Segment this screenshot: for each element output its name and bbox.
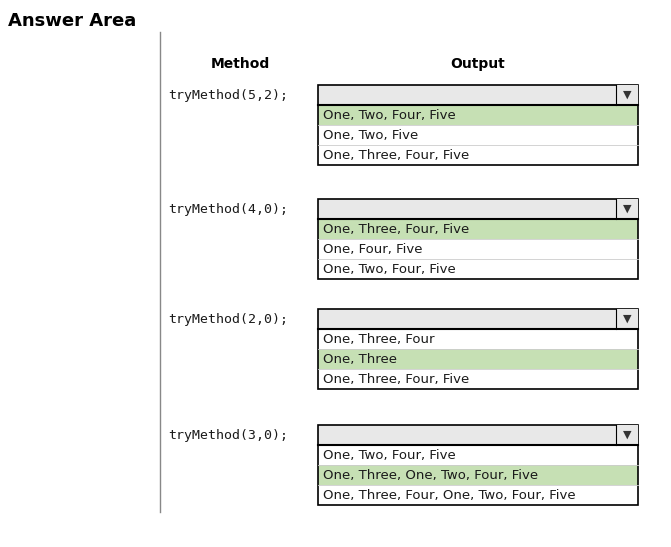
Bar (318, 85, 638, 105)
Bar (318, 329, 638, 349)
Text: Method: Method (211, 57, 270, 71)
Bar (318, 369, 638, 389)
Bar (318, 105, 638, 165)
Text: Answer Area: Answer Area (8, 12, 136, 30)
Bar (318, 125, 638, 145)
Text: ▼: ▼ (623, 204, 631, 214)
Text: One, Four, Five: One, Four, Five (323, 242, 423, 255)
Text: tryMethod(2,0);: tryMethod(2,0); (168, 312, 288, 325)
Text: One, Two, Four, Five: One, Two, Four, Five (323, 263, 456, 276)
Bar (318, 465, 638, 485)
Bar (318, 485, 638, 505)
Text: tryMethod(5,2);: tryMethod(5,2); (168, 89, 288, 102)
Text: One, Three, Four, Five: One, Three, Four, Five (323, 373, 469, 386)
Bar (318, 309, 638, 329)
Text: One, Two, Four, Five: One, Two, Four, Five (323, 449, 456, 462)
Bar (318, 105, 638, 125)
Text: One, Three, Four, One, Two, Four, Five: One, Three, Four, One, Two, Four, Five (323, 488, 576, 502)
Bar (318, 349, 638, 369)
Bar (318, 145, 638, 165)
Text: ▼: ▼ (623, 90, 631, 100)
Bar (318, 259, 638, 279)
Text: tryMethod(4,0);: tryMethod(4,0); (168, 202, 288, 216)
Bar (318, 445, 638, 505)
Bar (616, 425, 638, 445)
Bar (616, 199, 638, 219)
Bar (616, 85, 638, 105)
Text: One, Three, Four, Five: One, Three, Four, Five (323, 148, 469, 161)
Text: ▼: ▼ (623, 314, 631, 324)
Bar (318, 329, 638, 389)
Text: tryMethod(3,0);: tryMethod(3,0); (168, 428, 288, 441)
Bar (318, 239, 638, 259)
Bar (318, 425, 638, 445)
Text: One, Three, Four, Five: One, Three, Four, Five (323, 223, 469, 236)
Text: One, Two, Four, Five: One, Two, Four, Five (323, 108, 456, 121)
Bar (318, 199, 638, 219)
Bar (616, 309, 638, 329)
Bar (318, 445, 638, 465)
Text: One, Three, One, Two, Four, Five: One, Three, One, Two, Four, Five (323, 468, 538, 481)
Bar (318, 219, 638, 279)
Text: ▼: ▼ (623, 430, 631, 440)
Text: One, Three: One, Three (323, 352, 397, 365)
Text: Output: Output (451, 57, 505, 71)
Text: One, Three, Four: One, Three, Four (323, 333, 435, 346)
Bar (318, 219, 638, 239)
Text: One, Two, Five: One, Two, Five (323, 129, 418, 142)
